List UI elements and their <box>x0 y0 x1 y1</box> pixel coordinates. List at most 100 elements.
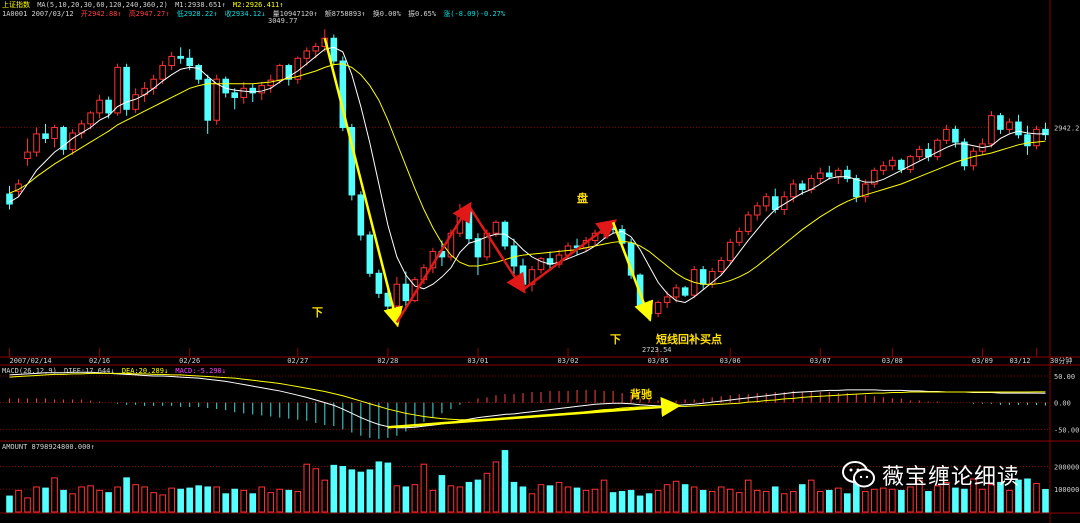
amount-bar <box>42 487 49 513</box>
candle-body <box>195 65 202 80</box>
amount-bar <box>654 489 662 513</box>
candle-body <box>510 245 518 267</box>
candle-body <box>1015 121 1022 136</box>
amount-bar <box>249 493 257 513</box>
candle-body <box>898 159 905 170</box>
amount-bar <box>447 485 455 513</box>
amount-bar <box>321 479 329 513</box>
x-tick-label: 03/02 <box>557 357 578 365</box>
x-tick-label: 03/07 <box>810 357 831 365</box>
candle-body <box>916 148 923 158</box>
candle-body <box>492 221 500 234</box>
header-high: 高2947.27↑ <box>128 10 170 18</box>
amount-bar <box>123 477 130 513</box>
header-close: 收2934.12↓ <box>224 10 266 18</box>
header-code-date: 1A0001 2007/03/12 <box>2 10 74 18</box>
candle-body <box>123 66 130 110</box>
amount-bar <box>970 478 977 513</box>
amount-bar <box>366 469 374 513</box>
candle-body <box>276 65 284 81</box>
amount-bar <box>24 497 31 513</box>
macd-params: MACD(26,12,9) <box>2 367 57 375</box>
candle-body <box>744 214 752 232</box>
candle-body <box>51 127 58 139</box>
amount-bar <box>898 489 905 513</box>
header-low: 低2928.22↑ <box>176 10 218 18</box>
candle-body <box>889 159 896 167</box>
candle-body <box>6 193 13 205</box>
amount-bar <box>393 485 401 513</box>
amount-bar <box>213 486 220 513</box>
amount-bar <box>753 489 761 513</box>
header-m2: M2:2926.411↑ <box>232 1 284 9</box>
candle-body <box>871 169 878 185</box>
candle-body <box>862 183 869 198</box>
amount-bar <box>69 493 76 513</box>
up-stroke-arrow-1 <box>395 201 472 324</box>
amount-bar <box>907 486 914 513</box>
header-m1: M1:2938.651↑ <box>175 1 226 9</box>
x-tick-label: 03/05 <box>648 357 669 365</box>
amount-bar <box>87 485 94 513</box>
candle-body <box>60 127 67 150</box>
amount-bar <box>663 484 671 513</box>
amount-bar <box>492 461 500 513</box>
candle-body <box>997 115 1004 130</box>
amount-bar <box>798 484 806 513</box>
macd-tick-label: -50.00 <box>1054 426 1079 434</box>
amount-bar <box>186 487 193 513</box>
amount-bar <box>456 486 464 513</box>
header-line2: 1A0001 2007/03/12 开2942.88↑ 高2947.27↑ 低2… <box>2 9 508 19</box>
x-tick-label: 03/09 <box>972 357 993 365</box>
amount-bar <box>564 486 572 513</box>
candle-body <box>825 172 833 178</box>
amount-bar <box>1042 488 1049 513</box>
amount-bar <box>780 493 788 513</box>
amount-header: AMOUNT 8798924800.000↑ <box>2 443 98 451</box>
amount-bar <box>672 480 680 513</box>
high-price-label: 3049.77 <box>268 17 298 25</box>
candle-body <box>943 128 950 141</box>
amount-bar <box>375 461 383 513</box>
amount-bar <box>735 492 743 513</box>
amount-bar <box>303 463 311 513</box>
x-tick-label: 02/16 <box>89 357 110 365</box>
amount-bar <box>555 481 563 513</box>
amount-bar <box>997 481 1004 513</box>
amount-tick-label: 100000 <box>1054 486 1079 494</box>
amount-bar <box>807 479 815 513</box>
candle-body <box>816 172 824 180</box>
amount-bar <box>33 486 40 513</box>
amount-bar <box>636 495 644 513</box>
amount-bar <box>420 463 428 513</box>
amount-bar <box>591 488 599 513</box>
candle-body <box>474 238 482 258</box>
candle-body <box>717 260 725 272</box>
x-tick-label: 02/27 <box>287 357 308 365</box>
candle-body <box>222 78 230 94</box>
divergence-label: 背驰 <box>630 388 652 401</box>
macd-header: MACD(26,12,9) DIFF:17.644↓ DEA:20.289↓ M… <box>2 367 229 375</box>
amount-bar <box>114 486 121 513</box>
down-stroke-arrow-3 <box>611 221 654 322</box>
amount-bar <box>979 488 986 513</box>
x-tick-label: 02/28 <box>377 357 398 365</box>
candle-body <box>267 79 275 87</box>
amount-bar <box>294 491 302 513</box>
x-tick-label: 03/08 <box>882 357 903 365</box>
candle-body <box>1033 128 1040 147</box>
amount-bar <box>60 489 67 513</box>
down-label-1: 下 <box>312 306 323 319</box>
amount-bar <box>726 488 734 513</box>
amount-bar <box>681 484 689 513</box>
amount-bar <box>618 491 626 513</box>
amount-bar <box>474 479 482 513</box>
amount-bar <box>582 489 590 513</box>
amount-bar <box>871 488 878 513</box>
pan-label: 盘 <box>577 192 588 205</box>
amount-bar <box>429 489 437 513</box>
macd-value: MACD:-5.290↓ <box>175 367 226 375</box>
amount-bar <box>402 486 410 513</box>
amount-bar <box>501 450 509 513</box>
